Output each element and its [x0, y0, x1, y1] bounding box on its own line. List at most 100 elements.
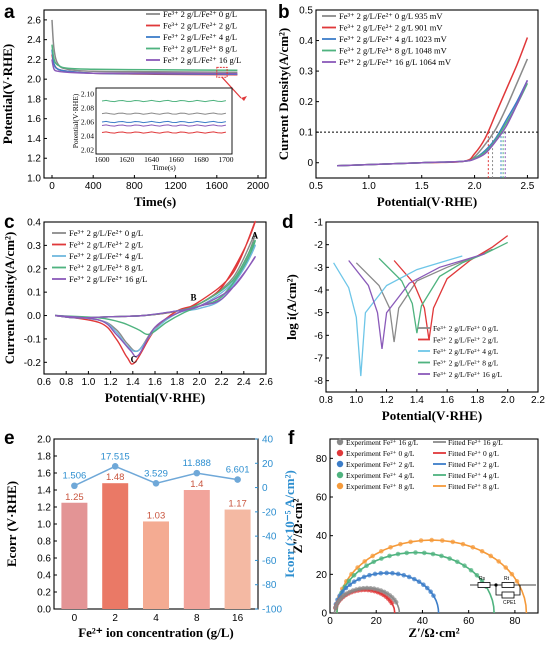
y-tick-label: 1.2	[37, 503, 51, 514]
circuit-resistor-rt	[501, 582, 515, 588]
y-tick-label: 0.2	[37, 588, 51, 599]
legend-fit-label: Fitted Fe²⁺ 0 g/L	[448, 449, 499, 458]
panel-f: 0 20 40 60 80 0 20 40 60 80 Z′/Ω·cm² Z″/Ω·cm² Experi…	[288, 428, 539, 640]
experiment-point-orange	[408, 539, 413, 545]
experiment-point-green	[395, 551, 401, 557]
x-tick-label: 1.5	[415, 181, 429, 192]
experiment-point-orange	[470, 544, 476, 550]
experiment-point-blue	[340, 589, 345, 595]
legend-label: Fe³⁺ 2 g/L/Fe²⁺ 8 g/L	[163, 44, 237, 54]
inset-y-tick: 2.04	[81, 132, 94, 141]
legend-label: Fe³⁺ 2 g/L/Fe²⁺ 0 g/L	[69, 228, 143, 238]
experiment-point-green	[351, 572, 357, 578]
legend-fit-label: Fitted Fe²⁺ 2 g/L	[448, 460, 499, 469]
y-tick-label: -2	[314, 240, 323, 251]
x-tick-label: 0	[49, 181, 55, 192]
inset-line-red	[101, 131, 227, 134]
series-line-purple	[337, 80, 529, 167]
experiment-point-grey	[368, 585, 373, 591]
y-tick-label: -5	[314, 308, 323, 319]
series-line-purple	[55, 256, 256, 358]
experiment-point-blue	[431, 593, 436, 598]
experiment-point-blue	[424, 585, 430, 591]
experiment-point-blue	[390, 570, 395, 576]
x-tick-label: 0	[72, 613, 78, 624]
experiment-point-blue	[378, 570, 384, 576]
peak-annotation: A	[252, 230, 259, 240]
x-tick-label: 2.2	[531, 395, 545, 406]
experiment-point-grey	[371, 586, 377, 592]
x-tick-label: 0.6	[37, 377, 51, 388]
inset-x-tick: 1620	[119, 155, 134, 164]
y2-tick-label: -60	[262, 556, 277, 567]
y-tick-label: 0.4	[27, 218, 41, 229]
circuit-branch	[495, 585, 521, 596]
y-axis-label: Ecorr (V·RHE)	[4, 481, 19, 567]
y2-tick-label: -100	[262, 605, 282, 616]
experiment-point-blue	[361, 574, 367, 580]
plot-a-frame	[43, 9, 267, 179]
inset-y-tick: 2.08	[81, 104, 94, 113]
y-tick-label: -3	[314, 263, 323, 274]
ecorr-value-label: 1.48	[106, 472, 125, 483]
x-tick-label: 2	[112, 613, 118, 624]
icorr-point	[152, 479, 160, 487]
x-tick-label: 1200	[164, 181, 187, 192]
experiment-point-green	[422, 550, 427, 556]
y-tick-label: 0.4	[37, 571, 51, 582]
panel-label: b	[278, 2, 290, 23]
x-tick-label: 1.6	[148, 377, 162, 388]
icorr-value-label: 11.888	[183, 458, 211, 469]
experiment-point-grey	[393, 599, 399, 605]
peak-annotation: C	[131, 354, 138, 364]
panel-label: c	[4, 212, 15, 233]
y-tick-label: 0	[321, 609, 327, 620]
circuit-cpe	[501, 591, 515, 599]
experiment-point-green	[387, 553, 392, 559]
experiment-point-green	[346, 578, 352, 584]
experiment-point-green	[468, 567, 474, 573]
series-line-grey	[51, 19, 238, 74]
legend-label: Fe³⁺ 2 g/L/Fe²⁺ 8 g/L	[69, 263, 143, 273]
x-tick-label: 4	[153, 613, 159, 624]
ecorr-value-label: 1.4	[190, 479, 203, 490]
x-tick-label: 0	[327, 616, 333, 627]
x-tick-label: 1.0	[81, 377, 95, 388]
circuit-label-rt: Rt	[504, 576, 510, 582]
peak-annotation: B	[191, 292, 197, 302]
legend-fit-label: Fitted Fe²⁺ 4 g/L	[448, 471, 499, 480]
legend-label: Fe³⁺ 2 g/L/Fe²⁺ 4 g/L	[69, 251, 143, 261]
legend-label: Fe³⁺ 2 g/L/Fe²⁺ 4 g/L	[163, 32, 237, 42]
panel-a: 0 400 800 1200 1600 2000 1.0 1.2 1.4 1.6 1.8 2.0 2.2…	[0, 2, 270, 209]
legend-exp-label: Experiment Fe²⁺ 4 g/L	[346, 471, 415, 480]
y-tick-label: 0.2	[27, 264, 41, 275]
x-tick-label: 2.0	[501, 395, 515, 406]
experiment-point-green	[364, 563, 369, 569]
experiment-point-orange	[479, 548, 485, 554]
y-tick-label: 1.8	[37, 452, 51, 463]
y-tick-label: 0.1	[27, 288, 41, 299]
experiment-point-orange	[496, 559, 501, 564]
legend-label: Fe³⁺ 2 g/L/Fe²⁺ 2 g/L	[69, 240, 143, 250]
y-tick-label: 0.6	[37, 554, 51, 565]
y-tick-label: -4	[314, 286, 323, 297]
experiment-point-green	[447, 556, 452, 561]
y-tick-label: -0.1	[24, 334, 42, 345]
y-tick-label: 0.4	[299, 36, 313, 47]
legend-marker	[336, 460, 344, 468]
legend-label: Fe³⁺ 2 g/L/Fe²⁺ 4 g/L 1023 mV	[339, 34, 448, 44]
zoom-arrow-head	[241, 96, 247, 101]
y-tick-label: 0.5	[299, 6, 313, 17]
y-tick-label: -7	[314, 354, 323, 365]
experiment-point-blue	[367, 572, 372, 578]
x-tick-label: 1.0	[349, 395, 363, 406]
x-tick-label: 2.0	[192, 377, 206, 388]
ecorr-value-label: 1.03	[147, 510, 166, 521]
x-tick-label: 2000	[247, 181, 270, 192]
y-tick-label: 2.0	[27, 75, 41, 86]
experiment-point-green	[404, 550, 410, 556]
experiment-point-blue	[372, 571, 378, 577]
x-tick-label: 1.4	[410, 395, 424, 406]
panel-c: A B C 0.6 0.8 1.0 1.2 1.4 1.6 1.8 2.0 2.2 2.4 2.6 -0.2…	[2, 212, 273, 405]
